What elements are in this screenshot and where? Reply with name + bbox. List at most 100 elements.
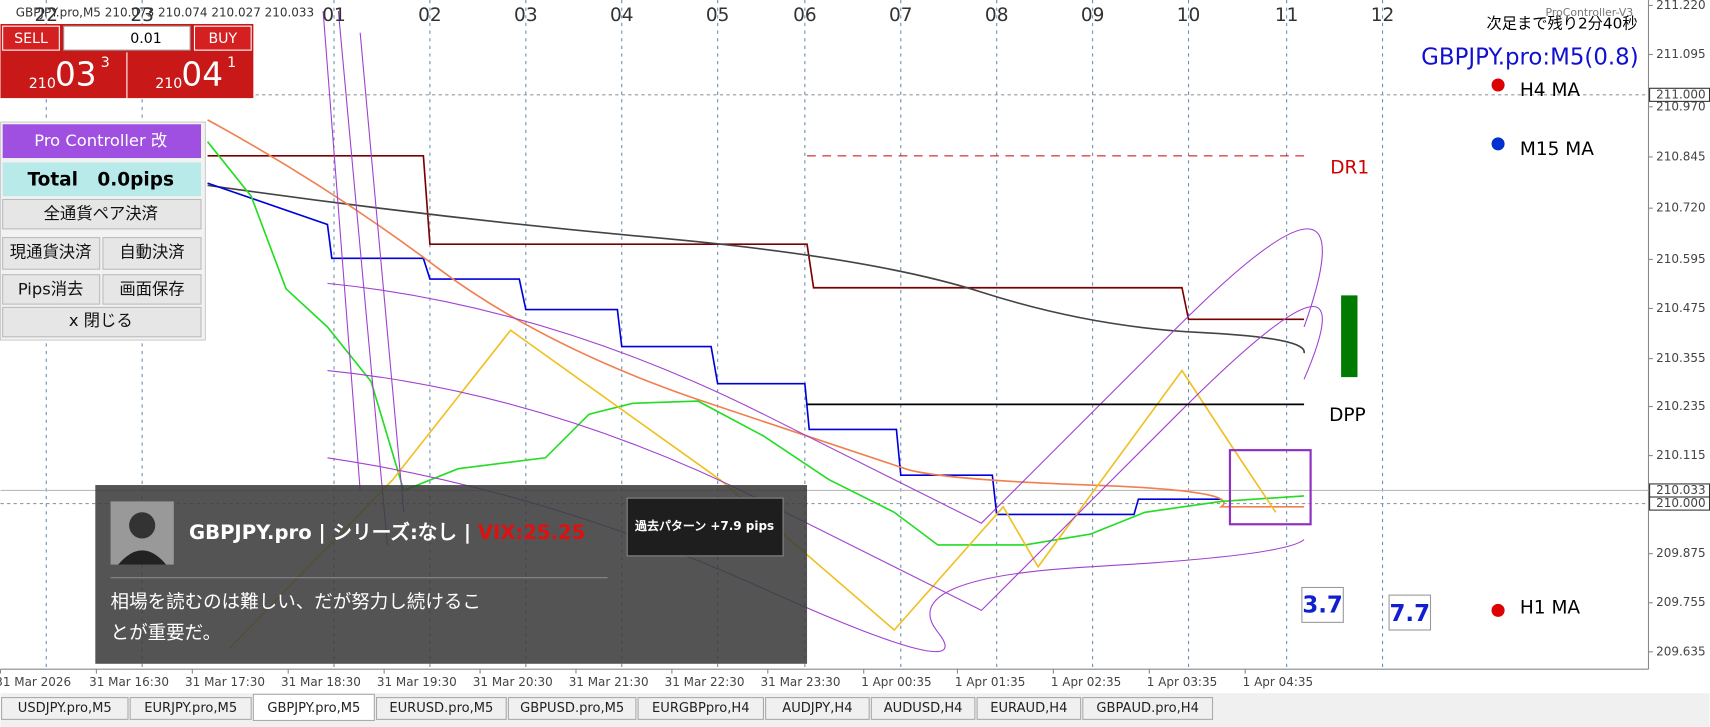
time-label: 31 Mar 18:30 <box>281 675 361 689</box>
button-label[interactable]: 全通貨ペア決済 <box>44 204 158 223</box>
indicators <box>206 10 1323 653</box>
ma-label: M15 MA <box>1520 139 1594 160</box>
overlay-title-text: GBPJPY.pro | シリーズ:なし | <box>189 520 478 543</box>
ma-icon <box>1491 78 1505 92</box>
button[interactable] <box>2 198 202 230</box>
avatar-head <box>129 512 156 539</box>
price-label: 209.635 <box>1656 644 1706 658</box>
tab-label[interactable]: GBPUSD.pro,M5 <box>520 701 624 716</box>
price-label: 210.355 <box>1656 351 1706 365</box>
time-label: 31 Mar 16:30 <box>89 675 169 689</box>
indicator-name: ProController-V3 <box>1546 6 1634 19</box>
pattern-box <box>1228 449 1312 526</box>
price-label: 210.235 <box>1656 399 1706 413</box>
button-label[interactable]: 自動決済 <box>119 242 184 261</box>
symbol-spread: GBPJPY.pro:M5(0.8) <box>1421 44 1639 70</box>
button[interactable] <box>102 237 202 270</box>
symbol-info: GBPJPY.pro,M5 210.073 210.074 210.027 21… <box>16 6 314 20</box>
tab-label[interactable]: GBPAUD.pro,H4 <box>1096 701 1198 716</box>
bar-marker <box>1341 295 1358 378</box>
value-box-text: 7.7 <box>1390 601 1431 627</box>
hour-label: 23 <box>130 5 154 26</box>
bid-small: 3 <box>101 55 110 71</box>
button[interactable] <box>2 306 202 338</box>
price-label: 210.970 <box>1656 99 1706 113</box>
ma-line <box>206 141 1305 546</box>
buy-button[interactable] <box>193 25 252 51</box>
countdown: 次足まで残り2分40秒 <box>1486 14 1637 32</box>
lot-input[interactable] <box>63 25 191 51</box>
tab[interactable] <box>375 697 507 720</box>
price-label: 210.845 <box>1656 149 1706 163</box>
controller: Pro Controller 改 Total 0.0pips 全通貨ペア決済 現… <box>0 121 206 341</box>
price-highlight-label: 210.033 <box>1656 483 1706 497</box>
button[interactable] <box>102 274 202 305</box>
tab[interactable] <box>507 697 637 720</box>
total: Total 0.0pips <box>27 169 174 190</box>
tab-label[interactable]: USDJPY.pro,M5 <box>18 701 112 716</box>
button-label[interactable]: x 閉じる <box>69 311 133 330</box>
price-label: 210.595 <box>1656 252 1706 266</box>
button-label[interactable]: Pips消去 <box>18 279 84 298</box>
hour-label: 02 <box>418 5 442 26</box>
sell-label[interactable]: SELL <box>14 31 48 47</box>
tab-label[interactable]: EURGBPpro,H4 <box>652 701 750 716</box>
button-label[interactable]: 画面保存 <box>119 279 184 298</box>
ma-line <box>207 155 1305 321</box>
value-box <box>1388 594 1432 631</box>
tab[interactable] <box>129 697 252 720</box>
overlay: GBPJPY.pro | シリーズ:なし | VIX:25.25 過去パターン … <box>95 485 808 664</box>
price-highlight-label: 211.000 <box>1656 87 1706 101</box>
bid-main: 03 <box>55 55 97 93</box>
tabs: USDJPY.pro,M5 EURJPY.pro,M5 GBPJPY.pro,M5 E… <box>1 693 1214 722</box>
band <box>327 306 1323 612</box>
axis-labels: 22 23 01 02 03 04 05 06 07 08 09 10 11 12 211.220 211.0… <box>0 0 1710 689</box>
price-label: 211.095 <box>1656 47 1706 61</box>
price-label: 211.220 <box>1656 0 1706 12</box>
ask-main: 04 <box>181 55 223 93</box>
quote: とが重要だ。 <box>111 623 222 644</box>
sell-button[interactable] <box>2 25 60 51</box>
button[interactable] <box>2 237 101 270</box>
button[interactable] <box>2 274 101 305</box>
controller-title: Pro Controller 改 <box>34 131 167 150</box>
pattern-button[interactable] <box>626 497 784 557</box>
tab[interactable] <box>976 697 1082 720</box>
vix: VIX:25.25 <box>478 520 585 543</box>
hour-label: 11 <box>1275 5 1299 26</box>
tab[interactable] <box>1 697 129 720</box>
tab[interactable] <box>870 697 976 720</box>
time-label: 1 Apr 04:35 <box>1243 675 1313 689</box>
ma-label: H4 MA <box>1520 80 1581 101</box>
pattern-label[interactable]: 過去パターン +7.9 pips <box>634 518 774 533</box>
tab[interactable] <box>252 693 375 722</box>
tab[interactable] <box>637 697 764 720</box>
button-label[interactable]: 現通貨決済 <box>10 242 92 261</box>
quote: 相場を読むのは難しい、だが努力し続けるこ <box>111 592 481 613</box>
tab[interactable] <box>765 697 870 720</box>
lot-value[interactable]: 0.01 <box>130 31 162 47</box>
tab[interactable] <box>1082 697 1214 720</box>
price-label: 210.115 <box>1656 448 1706 462</box>
tab-label[interactable]: EURJPY.pro,M5 <box>144 701 237 716</box>
hour-label: 10 <box>1177 5 1201 26</box>
time-label: 31 Mar 21:30 <box>569 675 649 689</box>
time-label: 1 Apr 02:35 <box>1051 675 1121 689</box>
value-box-text: 3.7 <box>1302 593 1343 619</box>
avatar-body <box>118 550 167 565</box>
hour-label: 12 <box>1371 5 1395 26</box>
hour-label: 08 <box>985 5 1009 26</box>
tab-label[interactable]: AUDUSD,H4 <box>884 701 963 716</box>
time-label: 31 Mar 19:30 <box>377 675 457 689</box>
tab-label[interactable]: GBPJPY.pro,M5 <box>267 701 360 716</box>
tab-label[interactable]: EURAUD,H4 <box>990 701 1067 716</box>
buy-label[interactable]: BUY <box>208 31 237 47</box>
time-label: 1 Apr 03:35 <box>1147 675 1217 689</box>
hour-label: 03 <box>514 5 538 26</box>
trade-panel: SELL 0.01 BUY 210 03 3 210 04 1 <box>0 23 254 99</box>
tab-label[interactable]: EURUSD.pro,M5 <box>389 701 493 716</box>
tab-label[interactable]: AUDJPY,H4 <box>782 701 852 716</box>
total-bg <box>2 162 202 197</box>
price-label: 209.875 <box>1656 546 1706 560</box>
ma-line <box>207 184 1305 354</box>
